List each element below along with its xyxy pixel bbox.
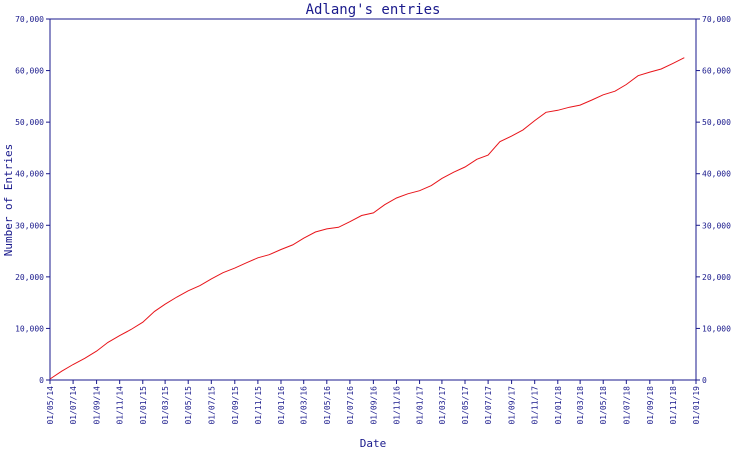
plot-frame <box>49 18 697 381</box>
x-axis-label: Date <box>360 437 387 450</box>
y-tick-label-left: 20,000 <box>15 273 44 282</box>
x-tick-label: 01/11/16 <box>392 386 401 425</box>
y-axis-ticks: 0 0 10,000 10,000 20,000 20,000 30,000 30,000 40… <box>15 15 731 385</box>
x-tick-label: 01/09/18 <box>646 386 655 425</box>
x-tick-label: 01/03/16 <box>300 386 309 425</box>
x-tick-label: 01/05/18 <box>599 386 608 425</box>
x-tick-label: 01/03/18 <box>576 386 585 425</box>
x-tick-label: 01/11/17 <box>531 386 540 425</box>
x-tick-label: 01/09/17 <box>508 386 517 425</box>
y-tick-label-left: 60,000 <box>15 67 44 76</box>
x-tick-label: 01/11/18 <box>669 386 678 425</box>
series-line <box>49 57 685 380</box>
x-tick-label: 01/07/15 <box>207 386 216 425</box>
x-tick-label: 01/01/16 <box>277 386 286 425</box>
x-tick-label: 01/03/17 <box>438 386 447 425</box>
y-tick-label-right: 20,000 <box>702 273 731 282</box>
x-tick-label: 01/11/14 <box>116 386 125 425</box>
x-tick-label: 01/07/18 <box>622 386 631 425</box>
x-tick-label: 01/11/15 <box>254 386 263 425</box>
series-group <box>49 57 685 380</box>
y-tick-label-right: 30,000 <box>702 221 731 230</box>
x-tick-label: 01/03/15 <box>161 386 170 425</box>
y-tick-label-right: 0 <box>702 376 707 385</box>
y-tick-label-left: 70,000 <box>15 15 44 24</box>
y-tick-label-left: 10,000 <box>15 324 44 333</box>
x-tick-label: 01/01/17 <box>416 386 425 425</box>
axes <box>49 18 697 381</box>
x-tick-label: 01/01/19 <box>692 386 701 425</box>
x-tick-label: 01/09/15 <box>231 386 240 425</box>
x-tick-label: 01/05/15 <box>184 386 193 425</box>
y-tick-label-left: 0 <box>39 376 44 385</box>
y-tick-label-left: 30,000 <box>15 221 44 230</box>
x-tick-label: 01/07/14 <box>69 386 78 425</box>
x-tick-label: 01/07/16 <box>346 386 355 425</box>
y-tick-label-right: 60,000 <box>702 67 731 76</box>
x-tick-label: 01/09/14 <box>93 386 102 425</box>
x-axis-ticks: 01/05/14 01/07/14 01/09/14 01/11/14 01/01/15… <box>46 380 701 425</box>
x-tick-label: 01/05/16 <box>323 386 332 425</box>
y-tick-label-right: 40,000 <box>702 170 731 179</box>
x-tick-label: 01/01/18 <box>554 386 563 425</box>
x-tick-label: 01/05/17 <box>461 386 470 425</box>
y-tick-label-right: 70,000 <box>702 15 731 24</box>
y-tick-label-left: 50,000 <box>15 118 44 127</box>
x-tick-label: 01/01/15 <box>139 386 148 425</box>
x-tick-label: 01/09/16 <box>369 386 378 425</box>
x-tick-label: 01/07/17 <box>484 386 493 425</box>
x-tick-label: 01/05/14 <box>46 386 55 425</box>
y-tick-label-right: 10,000 <box>702 324 731 333</box>
y-tick-label-right: 50,000 <box>702 118 731 127</box>
y-tick-label-left: 40,000 <box>15 170 44 179</box>
chart-title: Adlang's entries <box>306 2 441 18</box>
y-axis-label: Number of Entries <box>2 144 15 257</box>
